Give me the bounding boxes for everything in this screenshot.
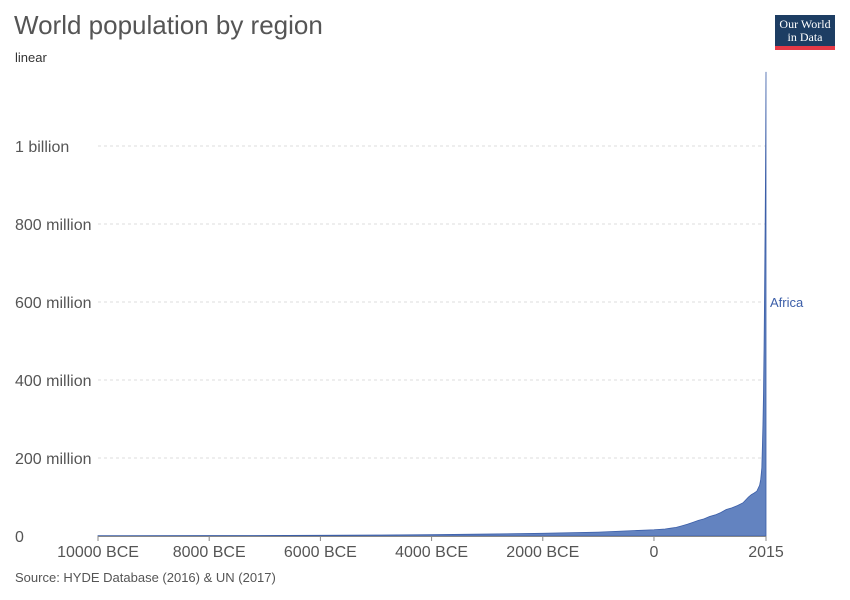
x-tick-label: 6000 BCE: [284, 544, 357, 561]
source-note[interactable]: Source: HYDE Database (2016) & UN (2017): [15, 570, 276, 585]
y-tick-label: 800 million: [15, 217, 91, 234]
x-tick-label: 4000 BCE: [395, 544, 468, 561]
series-layer: [97, 71, 767, 537]
x-tick-label: 2015: [748, 544, 784, 561]
x-tick-label: 8000 BCE: [173, 544, 246, 561]
y-tick-label: 400 million: [15, 373, 91, 390]
grid-layer: [98, 145, 766, 459]
logo-line-2: in Data: [787, 30, 823, 44]
axis-layer: [97, 536, 767, 541]
y-tick-label: 600 million: [15, 295, 91, 312]
x-tick-label: 2000 BCE: [506, 544, 579, 561]
x-tick-label: 0: [650, 544, 659, 561]
series-label-africa: Africa: [770, 295, 804, 310]
scale-type-label: linear: [15, 50, 47, 65]
logo-line-1: Our World: [779, 17, 831, 31]
y-tick-label: 200 million: [15, 451, 91, 468]
y-tick-label: 1 billion: [15, 139, 69, 156]
chart-title: World population by region: [14, 10, 323, 40]
label-layer: 0 200 million 400 million 600 million 800 mi…: [15, 139, 804, 561]
owid-logo[interactable]: Our World in Data: [775, 15, 835, 50]
y-tick-label: 0: [15, 529, 24, 546]
x-tick-label: 10000 BCE: [57, 544, 139, 561]
series-area-africa[interactable]: [97, 71, 767, 537]
